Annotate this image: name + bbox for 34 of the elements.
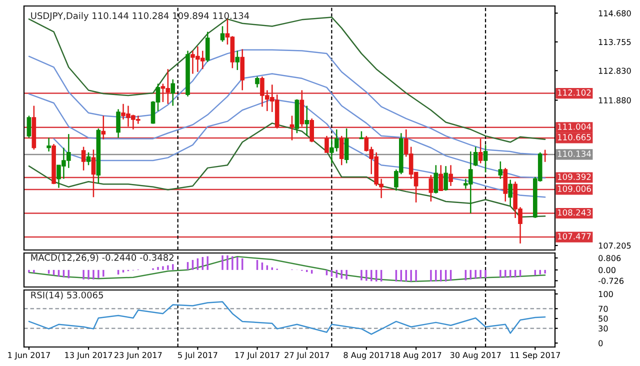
y-tick-label: 114.680 — [598, 10, 631, 16]
y-tick-label: 100 — [598, 291, 613, 298]
x-tick-label: 23 Jun 2017 — [114, 352, 162, 360]
y-tick-label: 70 — [598, 306, 608, 312]
x-tick-label: 18 Aug 2017 — [391, 352, 442, 360]
x-tick-label: 17 Jul 2017 — [235, 352, 280, 360]
ref-line-label: 111.004 — [558, 124, 591, 130]
ref-line-label: 110.665 — [558, 134, 591, 140]
x-tick-label: 13 Jun 2017 — [65, 352, 112, 360]
chart-title: RSI(14) 53.0065 — [31, 291, 103, 300]
x-tick-label: 8 Aug 2017 — [344, 352, 389, 360]
x-tick-label: 11 Sep 2017 — [510, 352, 560, 360]
y-tick-label: 107.205 — [598, 242, 631, 249]
ref-line-label: 108.243 — [558, 209, 591, 216]
y-tick-label: 0.806 — [598, 255, 621, 262]
chart-title: MACD(12,26,9) -0.2440 -0.3482 — [31, 254, 174, 262]
y-tick-label: -0.726 — [598, 278, 624, 284]
y-tick-label: 0 — [598, 340, 603, 346]
x-tick-label: 30 Aug 2017 — [450, 352, 501, 360]
y-tick-label: 111.880 — [598, 97, 631, 104]
y-tick-label: 30 — [598, 325, 608, 332]
ref-line-label: 109.392 — [558, 174, 591, 180]
ref-line-label: 109.006 — [558, 186, 591, 192]
ref-line-label: 107.477 — [558, 233, 591, 240]
x-tick-label: 5 Jul 2017 — [178, 352, 218, 360]
y-tick-label: 0.00 — [598, 267, 616, 274]
ref-line-label: 110.134 — [558, 150, 591, 157]
y-tick-label: 112.830 — [598, 68, 631, 74]
text: USDJPY,Daily 110.144 110.284 109.894 110.134 — [31, 12, 250, 21]
x-tick-label: 27 Jul 2017 — [284, 352, 329, 360]
ref-line-label: 112.102 — [558, 89, 591, 96]
y-tick-label: 113.755 — [598, 38, 631, 46]
y-tick-label: 50 — [598, 316, 608, 322]
x-tick-label: 1 Jun 2017 — [8, 352, 50, 360]
